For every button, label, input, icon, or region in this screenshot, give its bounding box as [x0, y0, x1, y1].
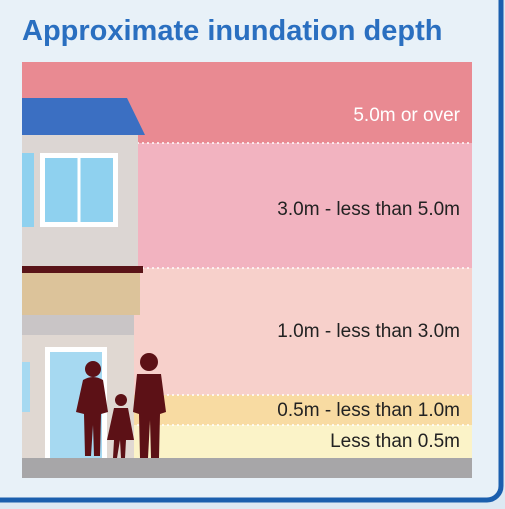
infographic: Approximate inundation depth 5.	[0, 0, 505, 509]
person-head	[115, 394, 127, 406]
person-head	[85, 361, 101, 377]
ground	[22, 458, 472, 478]
wall	[22, 315, 134, 335]
band-label: Less than 0.5m	[330, 431, 460, 452]
awning	[22, 273, 140, 315]
band-label: 5.0m or over	[353, 105, 460, 126]
window	[22, 153, 34, 227]
roof	[22, 98, 145, 135]
band-label: 0.5m - less than 1.0m	[277, 400, 460, 421]
window	[22, 362, 30, 412]
page: {"title": "Approximate inundation depth"…	[0, 0, 505, 509]
band-label: 3.0m - less than 5.0m	[277, 199, 460, 220]
title: Approximate inundation depth	[22, 15, 443, 47]
person-head	[140, 353, 158, 371]
eave	[22, 266, 143, 273]
band-label: 1.0m - less than 3.0m	[277, 321, 460, 342]
